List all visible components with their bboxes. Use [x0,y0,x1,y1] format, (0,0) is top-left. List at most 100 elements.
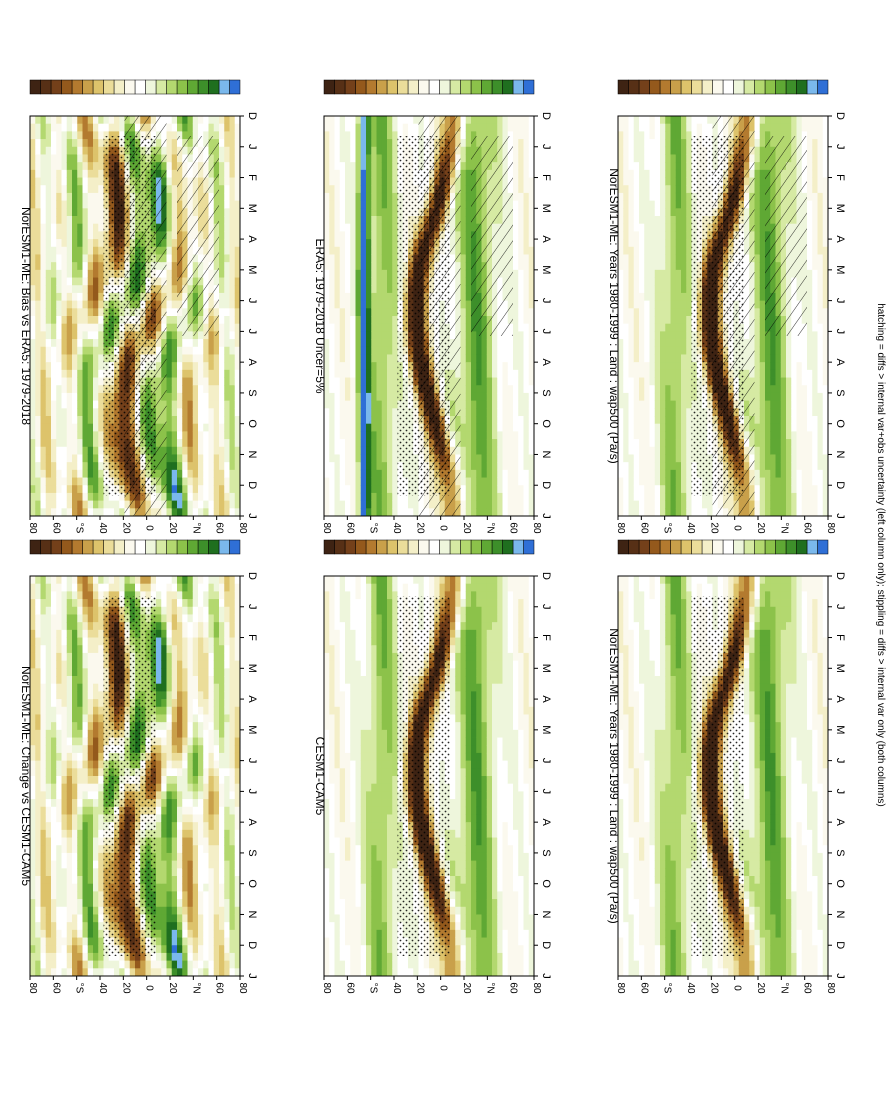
heatmap-cell [366,392,372,402]
heatmap-cell [381,254,388,263]
heatmap-cell [171,323,178,332]
heatmap-cell [192,668,199,677]
heatmap-cell [72,829,78,838]
heatmap-cell [61,745,68,754]
heatmap-cell [229,485,236,494]
heatmap-cell [198,745,204,754]
heatmap-cell [40,508,47,517]
heatmap-cell [234,860,241,869]
heatmap-cell [98,676,104,685]
heatmap-cell [61,645,68,654]
heatmap-cell [376,246,383,255]
heatmap-cell [51,868,57,877]
y-tick-label: 20 [167,982,178,994]
colorbar-swatch [197,539,209,555]
heatmap-cell [30,354,36,363]
heatmap-cell [77,645,83,654]
heatmap-cell [72,423,78,432]
heatmap-cell [334,377,341,386]
plot-frame [29,575,241,977]
heatmap-cell [213,492,220,502]
heatmap-cell [140,960,146,969]
heatmap-cell [371,508,377,517]
heatmap-cell [82,400,89,409]
heatmap-cell [208,606,215,615]
heatmap-cell [40,837,47,846]
heatmap-cell [35,676,41,685]
heatmap-cell [40,852,47,862]
heatmap-cell [51,146,57,155]
heatmap-cell [177,945,183,954]
heatmap-cell [324,254,330,263]
heatmap-cell [192,369,199,378]
heatmap-cell [66,246,73,255]
heatmap-cell [45,408,52,417]
heatmap-cell [366,231,372,240]
heatmap-cell [77,852,83,862]
heatmap-cell [198,914,204,923]
heatmap-cell [77,660,83,669]
heatmap-cell [366,423,372,432]
heatmap-cell [182,446,188,455]
heatmap-cell [108,500,115,509]
heatmap-cell [82,392,89,402]
heatmap-cell [192,760,199,769]
heatmap-cell [329,123,335,132]
heatmap-cell [187,645,194,654]
heatmap-cell [387,254,393,263]
heatmap-cell [166,454,173,463]
heatmap-cell [82,408,89,417]
heatmap-cell [51,683,57,692]
heatmap-cell [45,906,52,915]
heatmap-cell [234,814,241,823]
heatmap-cell [213,960,220,969]
colorbar-swatch [61,539,73,555]
heatmap-cell [98,269,104,278]
heatmap-cell [387,285,393,294]
heatmap-cell [187,852,194,862]
heatmap-cell [156,714,162,723]
heatmap-cell [56,806,62,815]
heatmap-cell [61,576,68,585]
heatmap-cell [150,968,157,977]
heatmap-cell [82,929,89,938]
heatmap-cell [203,960,209,969]
heatmap-cell [40,799,47,808]
heatmap-cell [350,146,356,155]
heatmap-cell [234,131,241,140]
heatmap-cell [381,292,388,302]
heatmap-cell [66,668,73,677]
heatmap-cell [150,583,157,592]
heatmap-cell [355,185,362,194]
heatmap-cell [108,960,115,969]
heatmap-cell [213,652,220,662]
heatmap-cell [345,292,351,302]
heatmap-cell [187,799,194,808]
heatmap-cell [213,676,220,685]
heatmap-cell [40,583,47,592]
heatmap-cell [82,822,89,831]
heatmap-cell [93,868,99,877]
heatmap-cell [98,216,104,225]
heatmap-cell [35,323,41,332]
heatmap-cell [219,439,225,448]
heatmap-cell [329,292,335,302]
heatmap-cell [45,316,52,325]
heatmap-cell [234,362,241,371]
heatmap-cell [82,852,89,862]
heatmap-cell [156,776,162,785]
heatmap-cell [45,192,52,202]
heatmap-cell [35,423,41,432]
heatmap-cell [56,768,62,777]
heatmap-cell [93,829,99,838]
heatmap-cell [51,752,57,762]
heatmap-cell [40,323,47,332]
heatmap-cell [61,231,68,240]
heatmap-cell [329,208,335,217]
heatmap-cell [30,508,36,517]
heatmap-cell [51,722,57,731]
heatmap-cell [77,154,83,163]
heatmap-cell [40,192,47,202]
heatmap-cell [98,752,104,762]
heatmap-cell [182,845,188,854]
